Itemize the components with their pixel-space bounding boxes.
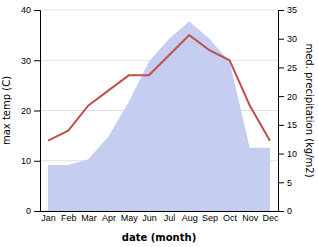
- tick: 0: [26, 206, 40, 216]
- tick: Oct: [223, 213, 238, 223]
- tick-mark: [34, 60, 40, 61]
- tick-label: May: [121, 213, 139, 223]
- tick-label: Oct: [223, 213, 238, 223]
- tick-label: Jun: [142, 213, 157, 223]
- tick: Feb: [61, 213, 77, 223]
- tick-label: Dec: [262, 213, 279, 223]
- tick: 30: [21, 56, 40, 66]
- tick-label: 40: [21, 5, 31, 15]
- tick-label: 35: [287, 5, 297, 15]
- tick-label: 20: [21, 106, 31, 116]
- tick-label: Nov: [242, 213, 259, 223]
- grid: [40, 10, 278, 211]
- y2-axis-title: med. precipitation (kg/m2): [304, 43, 315, 177]
- grid-line: [40, 10, 278, 11]
- tick-mark: [278, 39, 284, 40]
- tick-label: 10: [21, 156, 31, 166]
- tick-label: 30: [21, 56, 31, 66]
- tick: 10: [278, 149, 297, 159]
- axis-line: [34, 11, 41, 212]
- tick: Nov: [242, 213, 259, 223]
- tick: Sep: [202, 213, 218, 223]
- y2-axis: 0 5 10 15 20 25 30 35: [278, 5, 297, 216]
- tick-label: 25: [287, 63, 297, 73]
- tick: 5: [278, 178, 292, 188]
- tick-label: Jul: [164, 213, 176, 223]
- axis-line: [41, 211, 279, 212]
- tick-mark: [278, 154, 284, 155]
- tick: Dec: [262, 213, 279, 223]
- axis-line: [279, 11, 285, 212]
- tick: May: [121, 213, 139, 223]
- tick: 10: [21, 156, 40, 166]
- tick-label: 30: [287, 34, 297, 44]
- tick: 25: [278, 63, 297, 73]
- marks: [48, 21, 270, 211]
- tick-label: Mar: [81, 213, 97, 223]
- y-axis-title: max temp (C): [1, 76, 12, 145]
- tick: Aug: [182, 213, 198, 223]
- y-axis: 0 10 20 30 40: [21, 5, 41, 216]
- tick-mark: [34, 10, 40, 11]
- tick: 15: [278, 120, 297, 130]
- tick-label: Apr: [102, 213, 116, 223]
- tick-label: 20: [287, 92, 297, 102]
- tick: Mar: [81, 213, 97, 223]
- tick-mark: [34, 211, 40, 212]
- tick: 20: [21, 106, 40, 116]
- x-axis-title: date (month): [122, 232, 196, 243]
- tick-label: 10: [287, 149, 297, 159]
- tick-mark: [278, 10, 284, 11]
- tick: 30: [278, 34, 297, 44]
- tick-label: Aug: [182, 213, 198, 223]
- tick-mark: [278, 211, 284, 212]
- tick-mark: [34, 161, 40, 162]
- tick-label: Jan: [41, 213, 56, 223]
- tick-mark: [278, 182, 284, 183]
- tick: Jul: [164, 213, 176, 223]
- tick-label: 5: [287, 178, 292, 188]
- tick-mark: [278, 67, 284, 68]
- tick: 40: [21, 5, 40, 15]
- tick-label: 0: [26, 206, 31, 216]
- tick: Jun: [142, 213, 157, 223]
- precipitation-area: [48, 21, 270, 211]
- tick-label: Feb: [61, 213, 77, 223]
- tick: 20: [278, 92, 297, 102]
- tick-label: 15: [287, 120, 297, 130]
- tick: Apr: [102, 213, 116, 223]
- plot: Jan Feb Mar Apr MayJun Jul Aug Sep Oct NovDec 0 10 2…: [1, 5, 315, 243]
- tick-label: Sep: [202, 213, 218, 223]
- tick-mark: [34, 111, 40, 112]
- tick: 35: [278, 5, 297, 15]
- tick-mark: [278, 125, 284, 126]
- temperature-line: [48, 35, 270, 141]
- tick: Jan: [41, 213, 56, 223]
- tick-mark: [278, 96, 284, 97]
- chart: Jan Feb Mar Apr MayJun Jul Aug Sep Oct NovDec 0 10 2…: [0, 0, 318, 247]
- x-axis: Jan Feb Mar Apr MayJun Jul Aug Sep Oct NovDec: [41, 212, 279, 224]
- tick: 0: [278, 206, 292, 216]
- tick-label: 0: [287, 206, 292, 216]
